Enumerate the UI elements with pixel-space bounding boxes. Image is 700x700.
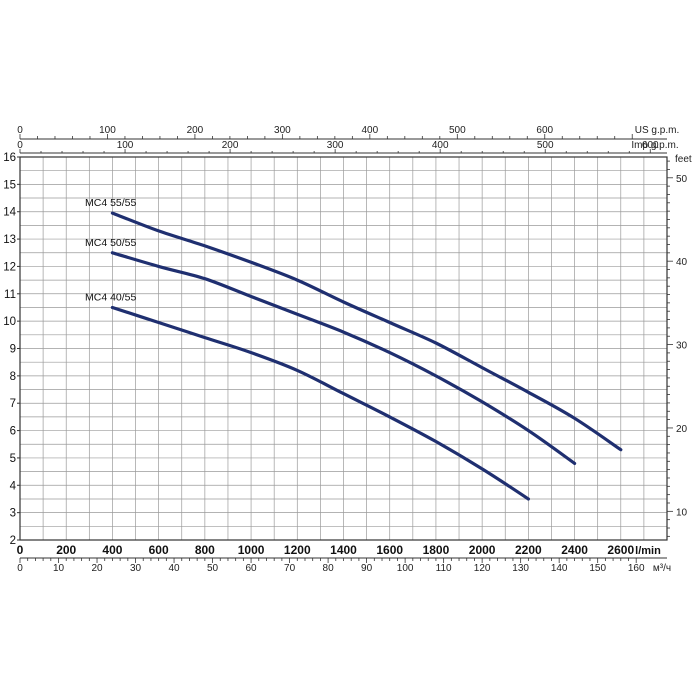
bottom-secondary-tick-label: 90 [361, 563, 373, 574]
bottom-secondary-tick-label: 120 [474, 563, 491, 574]
top-us-tick-label: 200 [187, 125, 204, 136]
bottom-primary-tick-label: 400 [102, 543, 122, 557]
bottom-primary-tick-label: 200 [56, 543, 76, 557]
bottom-secondary-tick-label: 50 [207, 563, 219, 574]
left-tick-label: 14 [3, 207, 16, 219]
bottom-secondary-tick-label: 60 [246, 563, 258, 574]
bottom-primary-tick-label: 1200 [284, 543, 311, 557]
bottom-primary-tick-label: 800 [195, 543, 215, 557]
bottom-secondary-tick-label: 110 [436, 563, 452, 574]
top-imp-tick-label: 300 [327, 140, 344, 151]
left-tick-label: 10 [3, 316, 16, 328]
bottom-secondary-unit: м³/ч [653, 563, 671, 574]
series-line-1 [110, 251, 577, 465]
top-imp-unit: Imp g.p.m. [631, 140, 678, 151]
right-tick-label: 10 [676, 507, 688, 518]
bottom-primary-tick-label: 1400 [330, 543, 357, 557]
left-tick-label: 5 [10, 453, 16, 465]
top-us-tick-label: 300 [274, 125, 291, 136]
top-imp-tick-label: 500 [537, 140, 554, 151]
top-imp-tick-label: 100 [117, 140, 134, 151]
right-tick-label: 20 [676, 424, 688, 435]
right-tick-label: 50 [676, 174, 688, 185]
series-label-2: MC4 40/55 [85, 291, 137, 303]
bottom-secondary-tick-label: 80 [323, 563, 335, 574]
bottom-primary-tick-label: 1600 [376, 543, 403, 557]
left-tick-label: 13 [3, 234, 16, 246]
left-tick-label: 15 [3, 179, 16, 191]
bottom-primary-tick-label: 2000 [469, 543, 496, 557]
bottom-secondary-tick-label: 30 [130, 563, 142, 574]
bottom-primary-tick-label: 0 [17, 543, 24, 557]
right-axis-unit: feet [675, 154, 692, 165]
bottom-secondary-tick-label: 130 [512, 563, 529, 574]
left-tick-label: 12 [3, 261, 16, 273]
bottom-secondary-tick-label: 40 [168, 563, 180, 574]
bottom-secondary-tick-label: 10 [53, 563, 65, 574]
top-us-tick-label: 100 [99, 125, 116, 136]
bottom-secondary-tick-label: 70 [284, 563, 296, 574]
series-line-0 [110, 211, 623, 452]
bottom-primary-tick-label: 1800 [423, 543, 450, 557]
left-tick-label: 16 [3, 152, 16, 164]
series-label-0: MC4 55/55 [85, 197, 137, 209]
series-line-2 [110, 305, 530, 501]
bottom-secondary-tick-label: 100 [397, 563, 414, 574]
top-us-unit: US g.p.m. [635, 125, 679, 136]
bottom-secondary-tick-label: 0 [17, 563, 23, 574]
series-label-1: MC4 50/55 [85, 237, 137, 249]
bottom-secondary-tick-label: 160 [628, 563, 645, 574]
top-imp-tick-label: 200 [222, 140, 239, 151]
bottom-primary-unit: l/min [635, 545, 661, 557]
left-tick-label: 2 [10, 535, 16, 547]
top-us-tick-label: 500 [449, 125, 466, 136]
left-tick-label: 7 [10, 398, 16, 410]
top-imp-tick-label: 400 [432, 140, 449, 151]
bottom-primary-tick-label: 2400 [561, 543, 588, 557]
series: MC4 55/55 MC4 50/55 MC4 40/55 [85, 197, 623, 501]
bottom-secondary-tick-label: 150 [589, 563, 606, 574]
left-tick-label: 6 [10, 426, 16, 438]
top-us-tick-label: 0 [17, 125, 23, 136]
grid [20, 157, 667, 540]
right-tick-label: 40 [676, 257, 688, 268]
top-us-tick-label: 600 [536, 125, 553, 136]
top-us-tick-label: 400 [361, 125, 378, 136]
bottom-primary-tick-label: 2600 [607, 543, 634, 557]
top-imp-tick-label: 0 [17, 140, 23, 151]
left-tick-label: 11 [4, 289, 16, 301]
left-tick-label: 4 [10, 480, 17, 492]
bottom-primary-tick-label: 2200 [515, 543, 542, 557]
right-tick-label: 30 [676, 341, 688, 352]
left-tick-label: 3 [10, 508, 16, 520]
left-tick-label: 8 [10, 371, 16, 383]
top-imp-tick-label: 600 [642, 140, 659, 151]
bottom-primary-tick-label: 1000 [238, 543, 265, 557]
bottom-primary-tick-label: 600 [149, 543, 169, 557]
left-tick-label: 9 [10, 344, 16, 356]
bottom-secondary-tick-label: 20 [91, 563, 103, 574]
bottom-secondary-tick-label: 140 [551, 563, 568, 574]
